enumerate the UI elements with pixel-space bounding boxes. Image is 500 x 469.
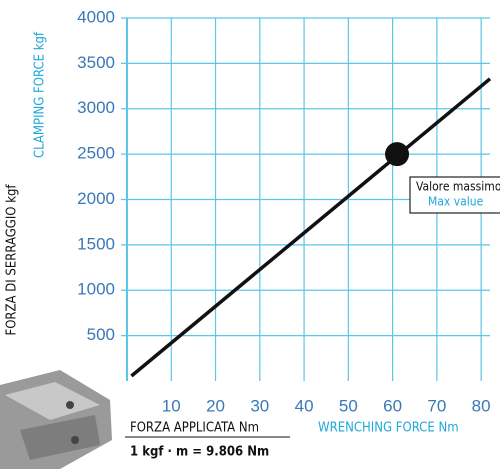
x-tick-label: 10 (162, 396, 181, 415)
y-tick-label: 1000 (77, 280, 115, 299)
annotation-label: Valore massimo (416, 180, 500, 194)
x-tick-label: 20 (206, 396, 225, 415)
annotation-label-2: Max value (428, 195, 484, 209)
x-axis-label-2: WRENCHING FORCE Nm (318, 421, 459, 436)
y-tick-label: 4000 (77, 7, 115, 26)
y-tick-label: 2500 (77, 144, 115, 163)
x-tick-label: 80 (472, 396, 491, 415)
max-point (385, 142, 410, 167)
x-tick-label: 30 (250, 396, 269, 415)
y-tick-label: 2000 (77, 189, 115, 208)
x-tick-label: 60 (383, 396, 402, 415)
y-tick-label: 1500 (77, 234, 115, 253)
x-tick-label: 50 (339, 396, 358, 415)
x-tick-label: 70 (427, 396, 446, 415)
y-tick-label: 500 (87, 325, 115, 344)
line (130, 77, 492, 378)
y-tick-label: 3000 (77, 98, 115, 117)
vise-image (0, 370, 112, 469)
y-axis-label: FORZA DI SERRAGGIO kgf (5, 184, 20, 336)
x-tick-label: 40 (295, 396, 314, 415)
y-tick-label: 3500 (77, 53, 115, 72)
annotation-box (409, 176, 500, 214)
footnote: 1 kgf · m = 9.806 Nm (130, 445, 269, 460)
y-axis-label-2: CLAMPING FORCE kgf (33, 31, 48, 158)
x-axis-label: FORZA APPLICATA Nm (130, 421, 259, 436)
